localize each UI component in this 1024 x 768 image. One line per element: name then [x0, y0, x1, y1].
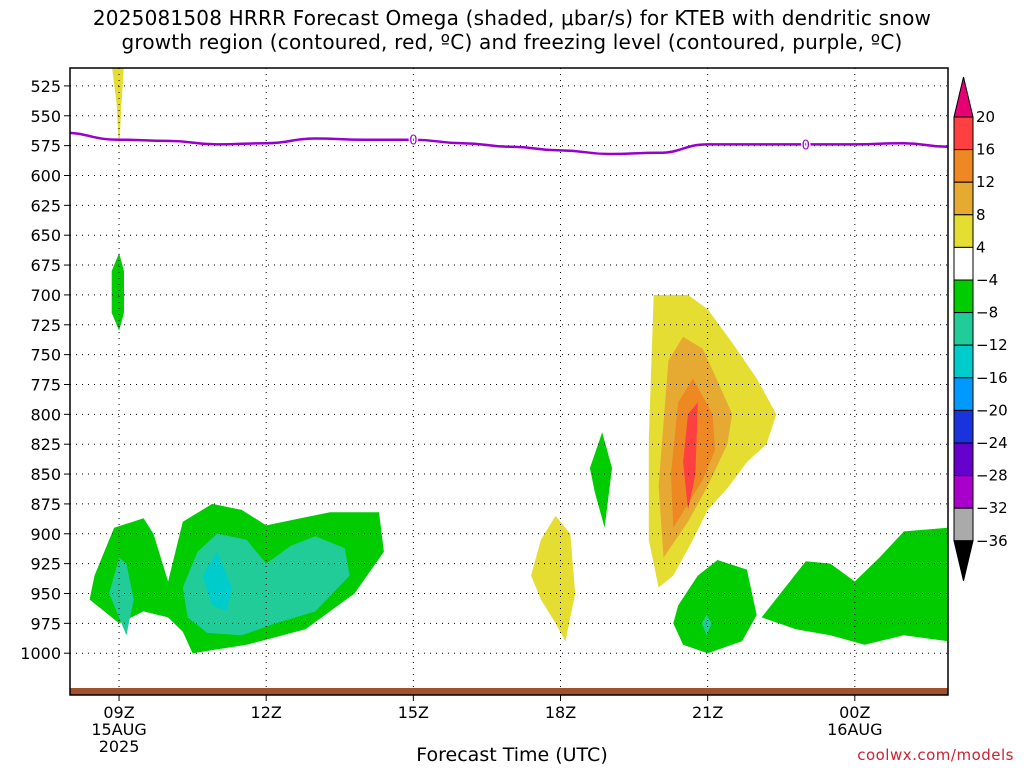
chart-title-line1: 2025081508 HRRR Forecast Omega (shaded, …	[92, 6, 932, 30]
y-tick-label: 900	[30, 525, 61, 544]
colorbar-label: −32	[976, 499, 1008, 517]
omega-region-neg4	[761, 527, 948, 645]
y-tick-label: 850	[30, 465, 61, 484]
omega-region-pos4	[531, 515, 576, 642]
omega-region-neg4	[673, 560, 757, 654]
freezing-level-label: 0	[409, 134, 417, 149]
y-tick-label: 600	[30, 166, 61, 185]
y-tick-label: 550	[30, 107, 61, 126]
colorbar-swatch	[953, 149, 974, 183]
y-tick-label: 975	[30, 614, 61, 633]
colorbar-top-arrow	[953, 76, 974, 118]
colorbar-swatch	[953, 116, 974, 151]
y-tick-label: 875	[30, 495, 61, 514]
omega-region-neg8	[109, 557, 134, 636]
colorbar-label: −24	[976, 434, 1008, 452]
x-tick-label: 00Z	[839, 703, 870, 722]
colorbar-swatch	[953, 475, 974, 509]
colorbar-label: 20	[976, 108, 995, 126]
colorbar-label: −4	[976, 271, 998, 289]
colorbar-label: −12	[976, 336, 1008, 354]
colorbar-label: 8	[976, 206, 986, 224]
x-tick-label: 21Z	[692, 703, 723, 722]
colorbar-label: 4	[976, 238, 986, 256]
omega-region-pos4	[112, 68, 124, 152]
colorbar-swatch	[953, 246, 974, 281]
y-tick-label: 750	[30, 346, 61, 365]
y-tick-label: 650	[30, 226, 61, 245]
plot-frame	[69, 67, 949, 696]
omega-region-neg4	[111, 253, 124, 331]
terrain-strip	[70, 688, 948, 695]
colorbar: 20 16 12 8 4 −4 −8 −12 −16 −20 −24 −28 −32 −36	[953, 76, 1008, 581]
colorbar-bottom-arrow	[953, 540, 974, 581]
y-tick-label: 775	[30, 375, 61, 394]
freezing-level-line	[70, 131, 948, 156]
x-axis-label: Forecast Time (UTC)	[416, 744, 608, 766]
y-tick-label: 525	[30, 77, 61, 96]
x-tick-label: 09Z	[103, 703, 134, 722]
omega-region-neg12	[202, 551, 232, 612]
x-tick-sublabel: 2025	[99, 737, 140, 756]
y-tick-label: 950	[30, 584, 61, 603]
chart-title-line2: growth region (contoured, red, ºC) and f…	[121, 30, 903, 54]
colorbar-swatch	[953, 409, 974, 444]
colorbar-swatch	[953, 377, 974, 411]
colorbar-label: 16	[976, 141, 995, 159]
colorbar-label: −36	[976, 532, 1008, 550]
chart-title: 2025081508 HRRR Forecast Omega (shaded, …	[0, 6, 1024, 54]
x-tick-label: 18Z	[545, 703, 576, 722]
y-tick-label: 675	[30, 256, 61, 275]
credit-text: coolwx.com/models	[857, 746, 1014, 764]
omega-shading	[89, 68, 948, 654]
y-tick-label: 925	[30, 555, 61, 574]
omega-region-pos16	[683, 402, 698, 510]
omega-region-neg8	[701, 615, 712, 636]
pressure-axis: 525 550 575 600 625 650 675 700 725 750 775 800 825 8…	[20, 77, 70, 663]
y-tick-label: 825	[30, 435, 61, 454]
omega-region-neg4	[589, 432, 612, 528]
y-tick-label: 625	[30, 196, 61, 215]
y-tick-label: 700	[30, 286, 61, 305]
colorbar-swatch	[953, 214, 974, 248]
colorbar-swatch	[953, 312, 974, 346]
colorbar-label: −28	[976, 467, 1008, 485]
colorbar-swatch	[953, 442, 974, 477]
x-tick-label: 15Z	[398, 703, 429, 722]
y-tick-label: 725	[30, 316, 61, 335]
colorbar-label: 12	[976, 173, 995, 191]
colorbar-swatch	[953, 181, 974, 216]
y-tick-label: 1000	[20, 644, 61, 663]
y-tick-label: 800	[30, 405, 61, 424]
colorbar-label: −16	[976, 369, 1008, 387]
x-tick-sublabel: 16AUG	[827, 720, 882, 739]
y-tick-label: 575	[30, 137, 61, 156]
colorbar-swatch	[953, 507, 974, 542]
x-tick-sublabel: 15AUG	[91, 720, 146, 739]
x-tick-label: 12Z	[251, 703, 282, 722]
colorbar-swatch	[953, 344, 974, 379]
freezing-level-label: 0	[802, 138, 810, 153]
colorbar-label: −20	[976, 401, 1008, 419]
colorbar-label: −8	[976, 304, 998, 322]
colorbar-swatch	[953, 279, 974, 314]
grid-lines	[70, 68, 948, 695]
